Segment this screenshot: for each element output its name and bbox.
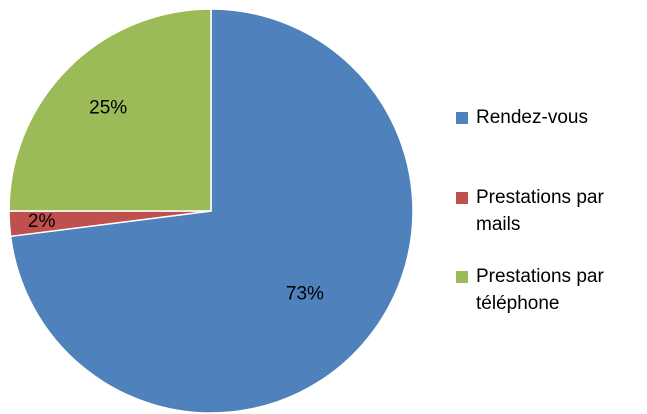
data-label-prestations-telephone: 25% (89, 98, 127, 119)
data-label-rendez-vous: 73% (286, 283, 324, 304)
legend-label-rendez-vous: Rendez-vous (476, 107, 588, 128)
legend-label-prestations-telephone: Prestations par téléphone (476, 266, 604, 314)
legend-swatch-rendez-vous (456, 112, 468, 124)
legend-swatch-prestations-telephone (456, 271, 468, 283)
data-label-prestations-mails: 2% (28, 211, 56, 232)
legend-item-rendez-vous: Rendez-vous (456, 104, 647, 131)
legend-label-prestations-mails: Prestations par mails (476, 187, 604, 235)
legend-item-prestations-mails: Prestations par mails (456, 184, 647, 238)
pie-slice-prestations-telephone (8, 8, 212, 212)
legend-item-prestations-telephone: Prestations par téléphone (456, 263, 647, 317)
legend: Rendez-vous Prestations par mails Presta… (456, 0, 647, 414)
pie-slice-rendez-vous (9, 8, 414, 414)
legend-swatch-prestations-mails (456, 192, 468, 204)
